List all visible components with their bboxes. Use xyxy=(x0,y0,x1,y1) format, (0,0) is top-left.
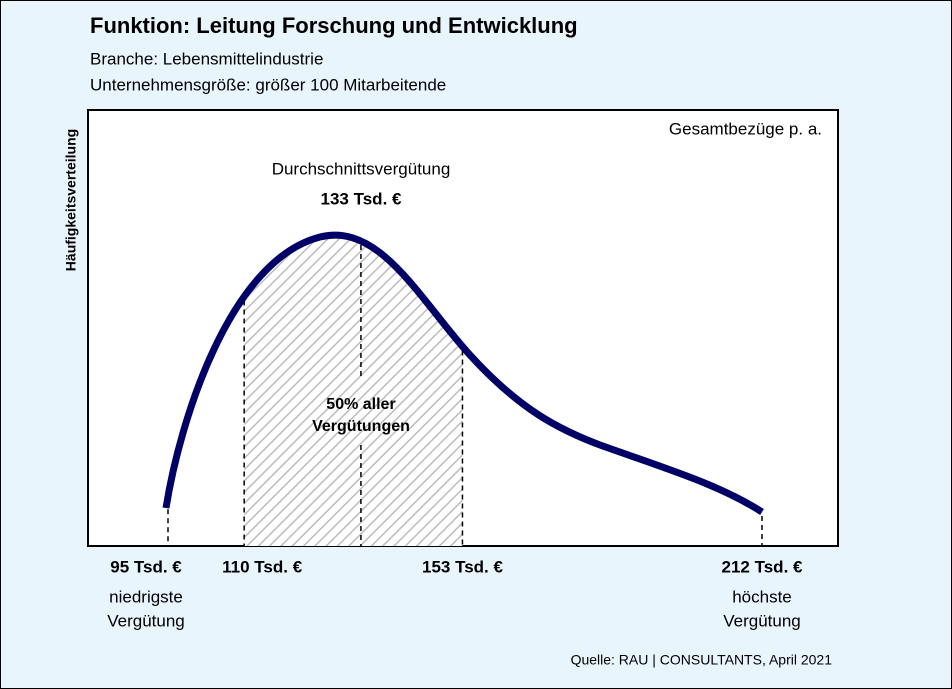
y-axis-label: Häufigkeitsverteilung xyxy=(63,129,79,271)
subtitle: Unternehmensgröße: größer 100 Mitarbeite… xyxy=(90,75,446,94)
range-label: 50% aller xyxy=(326,396,395,413)
marker-note: höchste xyxy=(732,587,792,606)
average-value-label: 133 Tsd. € xyxy=(321,189,402,208)
annotation: Gesamtbezüge p. a. xyxy=(669,119,822,138)
plot-area xyxy=(87,109,839,547)
marker-note: niedrigste xyxy=(109,587,183,606)
subtitle: Branche: Lebensmittelindustrie xyxy=(90,49,323,68)
distribution-curve xyxy=(162,231,764,515)
marker-label: 95 Tsd. € xyxy=(110,557,182,576)
average-label: Durchschnittsvergütung xyxy=(272,159,451,178)
range-label: Vergütungen xyxy=(312,418,410,435)
marker-label: 153 Tsd. € xyxy=(422,557,503,576)
marker-note: Vergütung xyxy=(723,611,801,630)
chart-title: Funktion: Leitung Forschung und Entwickl… xyxy=(90,13,578,38)
range-area xyxy=(244,235,463,546)
marker-label: 110 Tsd. € xyxy=(222,557,303,576)
marker-label: 212 Tsd. € xyxy=(722,557,803,576)
marker-note: Vergütung xyxy=(107,611,185,630)
source: Quelle: RAU | CONSULTANTS, April 2021 xyxy=(571,652,833,668)
